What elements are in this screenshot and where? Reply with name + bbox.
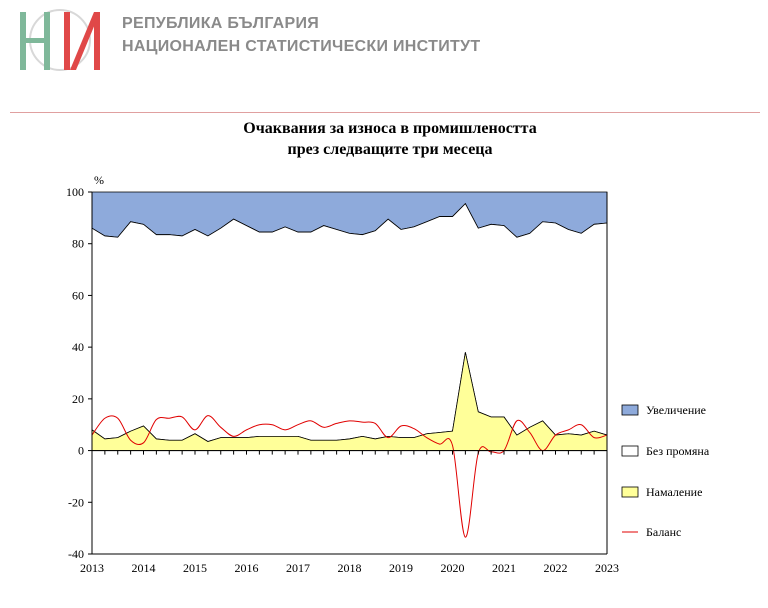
x-tick-label: 2019 <box>389 561 413 575</box>
x-tick-label: 2017 <box>286 561 310 575</box>
x-tick-label: 2015 <box>183 561 207 575</box>
y-axis-unit-label: % <box>94 173 104 187</box>
area-no-change <box>91 202 608 442</box>
legend-label-increase: Увеличение <box>646 403 706 417</box>
legend-swatch-increase <box>621 404 639 416</box>
legend-label-no-change: Без промяна <box>646 444 710 458</box>
x-tick-label: 2023 <box>595 561 619 575</box>
org-name-line2: НАЦИОНАЛЕН СТАТИСТИЧЕСКИ ИНСТИТУТ <box>122 38 481 55</box>
x-tick-label: 2016 <box>235 561 259 575</box>
y-tick-label: 80 <box>72 237 84 251</box>
y-tick-label: -40 <box>68 547 84 561</box>
header: РЕПУБЛИКА БЪЛГАРИЯ НАЦИОНАЛЕН СТАТИСТИЧЕ… <box>0 0 768 80</box>
chart-title-line1: Очаквания за износа в промишлеността <box>243 120 537 137</box>
y-tick-label: -20 <box>68 495 84 509</box>
y-tick-label: 20 <box>72 392 84 406</box>
y-tick-label: 100 <box>66 185 84 199</box>
nsi-logo <box>20 9 100 71</box>
legend-swatch-no-change <box>621 445 639 457</box>
x-tick-label: 2020 <box>441 561 465 575</box>
header-divider <box>10 112 760 113</box>
x-tick-label: 2013 <box>80 561 104 575</box>
legend-label-decrease: Намаление <box>646 485 702 499</box>
chart-title-line2: през следващите три месеца <box>287 141 493 158</box>
legend-swatch-decrease <box>621 486 639 498</box>
org-name-line1: РЕПУБЛИКА БЪЛГАРИЯ <box>122 15 320 32</box>
y-tick-label: 0 <box>78 444 84 458</box>
x-tick-label: 2014 <box>132 561 156 575</box>
y-tick-label: 40 <box>72 340 84 354</box>
y-tick-label: 60 <box>72 288 84 302</box>
area-increase <box>91 191 608 238</box>
line-balance <box>91 415 608 538</box>
x-tick-label: 2022 <box>544 561 568 575</box>
legend-label-balance: Баланс <box>646 525 681 539</box>
x-tick-label: 2021 <box>492 561 516 575</box>
x-tick-label: 2018 <box>338 561 362 575</box>
